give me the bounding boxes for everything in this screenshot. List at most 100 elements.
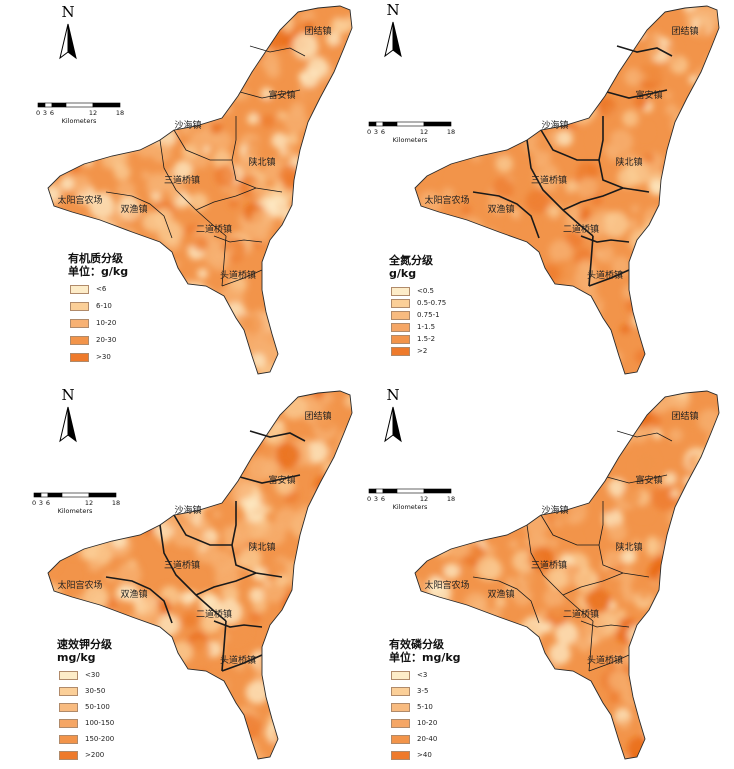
county-outline xyxy=(47,5,353,375)
scale-unit-label: Kilometers xyxy=(62,117,97,125)
township-boundary xyxy=(213,235,263,243)
scale-tick-label: 12 xyxy=(89,109,97,117)
legend-item: <3 xyxy=(391,670,427,680)
county-outline xyxy=(414,5,720,375)
town-label-taiyang: 太阳宫农场 xyxy=(424,579,469,591)
scale-tick-label: 6 xyxy=(50,109,54,117)
scale-bar: 0 3 6 12 18 Kilometers xyxy=(32,492,120,515)
town-label-tuanjie: 团结镇 xyxy=(671,410,698,422)
legend-swatch xyxy=(391,346,410,356)
township-boundary xyxy=(221,269,263,287)
township-boundary xyxy=(105,191,173,239)
township-boundary xyxy=(159,139,227,237)
township-boundary xyxy=(239,474,301,484)
legend-item: <6 xyxy=(70,284,106,294)
legend-swatch xyxy=(59,718,78,728)
legend-label: 20-30 xyxy=(96,336,117,344)
town-label-shaanbei: 陕北镇 xyxy=(615,156,642,168)
town-label-shaanbei: 陕北镇 xyxy=(615,541,642,553)
legend-label: 5-10 xyxy=(417,703,433,711)
town-label-taiyang: 太阳宫农场 xyxy=(57,194,102,206)
legend-swatch xyxy=(70,301,89,311)
legend-title: 有机质分级 单位：g/kg xyxy=(68,252,128,278)
legend-swatch xyxy=(391,702,410,712)
township-boundary xyxy=(588,620,594,672)
legend-item: 150-200 xyxy=(59,734,114,744)
township-boundary xyxy=(588,654,630,672)
legend-item: >30 xyxy=(70,352,111,362)
township-boundary xyxy=(249,45,306,57)
legend-item: 20-30 xyxy=(70,335,116,345)
legend-item: >200 xyxy=(59,750,104,760)
legend-label: 100-150 xyxy=(85,719,115,727)
legend-swatch xyxy=(70,284,89,294)
map-panel-total-nitrogen: 团结镇 富安镇 沙海镇 陕北镇 三道桥镇 太阳宫农场 双渔镇 二道桥镇 头道桥镇 N 0 3 6 12 18… xyxy=(367,0,734,384)
town-label-tuanjie: 团结镇 xyxy=(304,25,331,37)
scale-tick-label: 12 xyxy=(420,128,428,136)
legend-item: 5-10 xyxy=(391,702,433,712)
legend-label: >2 xyxy=(417,347,428,355)
scale-unit-label: Kilometers xyxy=(393,136,428,144)
township-boundary xyxy=(231,116,283,193)
legend-swatch xyxy=(391,670,410,680)
map-panel-available-potassium: 团结镇 富安镇 沙海镇 陕北镇 三道桥镇 太阳宫农场 双渔镇 二道桥镇 头道桥镇 N 0 3 6 12 18… xyxy=(0,385,367,769)
scale-tick-label: 0 xyxy=(367,495,371,503)
legend-swatch xyxy=(391,286,410,296)
scale-tick-label: 3 xyxy=(39,499,43,507)
legend-label: >30 xyxy=(96,353,111,361)
legend-item: <0.5 xyxy=(391,286,434,296)
legend-swatch xyxy=(59,734,78,744)
scale-unit-label: Kilometers xyxy=(393,503,428,511)
north-label: N xyxy=(386,1,399,19)
township-boundary xyxy=(616,430,673,442)
town-label-sanfeng: 三道桥镇 xyxy=(164,559,200,571)
legend-swatch xyxy=(70,335,89,345)
north-arrow-icon: N xyxy=(59,3,77,60)
legend-title-line: mg/kg xyxy=(57,651,96,664)
legend-item: >40 xyxy=(391,750,432,760)
scale-tick-label: 18 xyxy=(116,109,124,117)
legend-label: <0.5 xyxy=(417,287,434,295)
town-label-fuan: 富安镇 xyxy=(268,89,295,101)
legend-label: <30 xyxy=(85,671,100,679)
scale-tick-label: 0 xyxy=(36,109,40,117)
scale-tick-label: 6 xyxy=(381,128,385,136)
scale-tick-label: 6 xyxy=(46,499,50,507)
town-label-shaanbei: 陕北镇 xyxy=(248,541,275,553)
county-area xyxy=(48,6,352,374)
scale-tick-label: 3 xyxy=(374,128,378,136)
town-label-erdao: 二道桥镇 xyxy=(563,223,599,235)
town-label-sanfeng: 三道桥镇 xyxy=(164,174,200,186)
town-label-toudao: 头道桥镇 xyxy=(220,654,256,666)
town-label-fuan: 富安镇 xyxy=(268,474,295,486)
town-label-shahai: 沙海镇 xyxy=(541,119,568,131)
legend-label: 50-100 xyxy=(85,703,110,711)
legend-item: >2 xyxy=(391,346,427,356)
township-boundary xyxy=(173,129,232,161)
legend-label: 0.5-0.75 xyxy=(417,299,447,307)
legend-title: 有效磷分级 单位：mg/kg xyxy=(389,638,461,664)
township-boundary xyxy=(598,116,650,193)
legend-swatch xyxy=(59,750,78,760)
legend-label: <3 xyxy=(417,671,428,679)
scale-tick-label: 6 xyxy=(381,495,385,503)
legend-swatch xyxy=(59,702,78,712)
scale-tick-label: 18 xyxy=(447,495,455,503)
town-label-tuanjie: 团结镇 xyxy=(304,410,331,422)
legend-label: 3-5 xyxy=(417,687,429,695)
scale-bar: 0 3 6 12 18 Kilometers xyxy=(367,488,455,511)
legend-swatch xyxy=(391,322,410,332)
map-panel-available-phosphorus: 团结镇 富安镇 沙海镇 陕北镇 三道桥镇 太阳宫农场 双渔镇 二道桥镇 头道桥镇 N 0 3 6 12 18… xyxy=(367,385,734,769)
legend-title: 全氮分级 g/kg xyxy=(389,254,433,280)
legend-label: 1-1.5 xyxy=(417,323,436,331)
scale-tick-label: 3 xyxy=(43,109,47,117)
legend-title-line: g/kg xyxy=(389,267,417,280)
legend-item: 100-150 xyxy=(59,718,114,728)
legend-swatch xyxy=(391,334,410,344)
legend-item: <30 xyxy=(59,670,100,680)
scale-tick-label: 0 xyxy=(367,128,371,136)
legend-swatch xyxy=(391,298,410,308)
scale-unit-label: Kilometers xyxy=(58,507,93,515)
legend-swatch xyxy=(59,670,78,680)
